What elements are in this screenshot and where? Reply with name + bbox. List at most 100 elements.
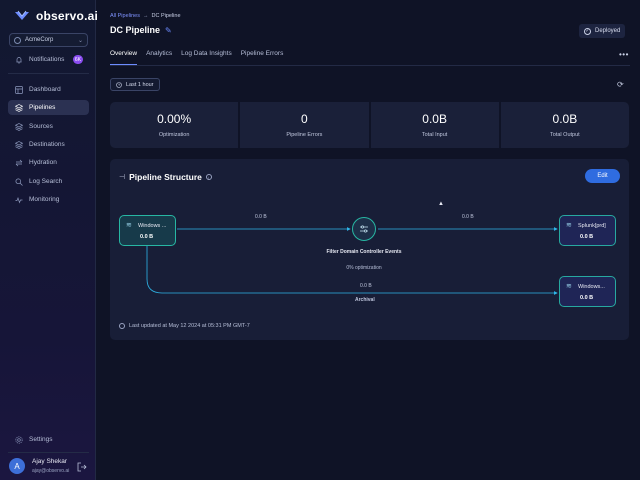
clock-icon bbox=[116, 81, 122, 88]
sidebar-item-dashboard[interactable]: Dashboard bbox=[8, 82, 89, 97]
stat-value: 0.00% bbox=[157, 112, 192, 126]
stat-label: Optimization bbox=[158, 132, 190, 138]
pencil-icon[interactable]: ✎ bbox=[165, 25, 172, 35]
chevron-down-icon: ⌄ bbox=[77, 37, 83, 44]
destination-node-value: 0.0 B bbox=[580, 294, 594, 301]
sidebar-item-label: Pipelines bbox=[29, 104, 56, 111]
sidebar-item-pipelines[interactable]: Pipelines bbox=[8, 100, 89, 115]
stat-total-output: 0.0B Total Output bbox=[500, 102, 629, 148]
brand-logo[interactable]: observo.ai bbox=[14, 9, 98, 23]
stats-row: 0.00% Optimization 0 Pipeline Errors 0.0… bbox=[110, 102, 629, 148]
time-range-selector[interactable]: Last 1 hour bbox=[110, 78, 160, 91]
check-circle-icon: ✓ bbox=[584, 27, 591, 35]
breadcrumb-separator: → bbox=[142, 13, 149, 19]
edge-source-to-archival bbox=[146, 246, 558, 295]
stack-icon: ≋ bbox=[566, 221, 572, 229]
monitoring-icon bbox=[15, 196, 23, 204]
mouse-cursor-icon: ▲ bbox=[438, 201, 444, 207]
destination-node-windows[interactable]: ≋ Windows... 0.0 B bbox=[559, 276, 616, 307]
bell-icon bbox=[15, 56, 23, 64]
gear-icon bbox=[15, 435, 23, 444]
pipeline-connections bbox=[146, 227, 558, 295]
stat-value: 0.0B bbox=[552, 112, 578, 126]
destination-node-name: Windows... bbox=[578, 283, 605, 290]
org-name: AcmeCorp bbox=[25, 37, 54, 43]
filter-node-optimization: 0% optimization bbox=[346, 265, 382, 271]
sidebar-divider bbox=[8, 452, 89, 453]
tab-log-data-insights[interactable]: Log Data Insights bbox=[181, 50, 232, 57]
sidebar-item-destinations[interactable]: Destinations bbox=[8, 137, 89, 152]
stat-label: Total Output bbox=[550, 132, 580, 138]
user-profile[interactable]: A Ajay Shekar ajay@observo.ai bbox=[9, 458, 69, 474]
clock-icon bbox=[119, 323, 125, 329]
source-node[interactable]: ≋ Windows ... 0.0 B bbox=[119, 215, 176, 246]
stat-label: Pipeline Errors bbox=[286, 132, 323, 138]
source-node-name: Windows ... bbox=[138, 222, 167, 229]
pipelines-icon bbox=[15, 103, 23, 112]
sidebar-item-label: Notifications bbox=[29, 56, 65, 63]
sidebar-item-monitoring[interactable]: Monitoring bbox=[8, 192, 89, 207]
destination-node-splunk[interactable]: ≋ Splunk[prd] 0.0 B bbox=[559, 215, 616, 246]
sidebar-item-settings[interactable]: Settings bbox=[8, 432, 89, 447]
sources-icon bbox=[15, 122, 23, 131]
page-title: DC Pipeline bbox=[110, 25, 161, 35]
more-options-icon[interactable]: ••• bbox=[619, 50, 629, 59]
breadcrumb: All Pipelines → DC Pipeline bbox=[110, 13, 181, 19]
sidebar-item-log-search[interactable]: Log Search bbox=[8, 174, 89, 189]
org-selector[interactable]: AcmeCorp ⌄ bbox=[9, 33, 88, 47]
sidebar-item-hydration[interactable]: Hydration bbox=[8, 155, 89, 170]
page-title-row: DC Pipeline ✎ bbox=[110, 25, 172, 35]
log-search-icon bbox=[15, 178, 23, 186]
sidebar-item-label: Destinations bbox=[29, 141, 65, 148]
structure-icon: ⊣ bbox=[119, 174, 126, 181]
logout-icon[interactable] bbox=[77, 462, 87, 472]
tab-analytics[interactable]: Analytics bbox=[146, 50, 173, 57]
user-email: ajay@observo.ai bbox=[32, 468, 70, 474]
tab-overview[interactable]: Overview bbox=[110, 50, 138, 65]
stat-total-input: 0.0B Total Input bbox=[370, 102, 499, 148]
status-label: Deployed bbox=[595, 28, 621, 34]
user-name: Ajay Shekar bbox=[32, 458, 68, 465]
last-updated: Last updated at May 12 2024 at 05:31 PM … bbox=[119, 323, 250, 329]
stat-label: Total Input bbox=[421, 132, 448, 138]
status-badge: ✓ Deployed bbox=[579, 24, 626, 38]
sidebar-item-label: Monitoring bbox=[29, 196, 60, 203]
filter-node[interactable] bbox=[352, 217, 376, 241]
org-icon bbox=[14, 36, 21, 44]
breadcrumb-current: DC Pipeline bbox=[151, 13, 181, 19]
destination-node-value: 0.0 B bbox=[580, 233, 594, 240]
observo-logo-icon bbox=[15, 10, 29, 20]
sidebar-item-sources[interactable]: Sources bbox=[8, 119, 89, 134]
filter-node-name: Filter Domain Controller Events bbox=[326, 249, 402, 255]
sidebar: observo.ai AcmeCorp ⌄ Notifications 6K D… bbox=[0, 0, 98, 480]
sidebar-divider bbox=[8, 73, 89, 74]
stat-optimization: 0.00% Optimization bbox=[110, 102, 239, 148]
pipeline-structure-title: Pipeline Structure bbox=[129, 172, 202, 182]
brand-name: observo.ai bbox=[36, 9, 99, 23]
destination-node-name: Splunk[prd] bbox=[578, 222, 606, 229]
sidebar-item-notifications[interactable]: Notifications 6K bbox=[8, 52, 89, 67]
info-icon[interactable]: i bbox=[205, 174, 212, 180]
main-content: All Pipelines → DC Pipeline DC Pipeline … bbox=[96, 0, 640, 480]
edge-label-archival: Archival bbox=[355, 297, 375, 303]
pipeline-structure-header: ⊣ Pipeline Structure i bbox=[119, 172, 212, 182]
stack-icon: ≋ bbox=[126, 221, 132, 229]
edge-label-to-splunk: 0.0 B bbox=[462, 214, 474, 220]
filter-sliders-icon bbox=[360, 225, 368, 233]
stat-value: 0 bbox=[301, 112, 308, 126]
sidebar-item-label: Sources bbox=[29, 123, 53, 130]
pipeline-structure-panel: ⊣ Pipeline Structure i Edit ≋ Windows ..… bbox=[110, 159, 629, 340]
stat-value: 0.0B bbox=[422, 112, 447, 126]
sidebar-item-label: Hydration bbox=[29, 159, 57, 166]
last-updated-text: Last updated at May 12 2024 at 05:31 PM … bbox=[129, 323, 250, 329]
breadcrumb-link-all-pipelines[interactable]: All Pipelines bbox=[110, 13, 140, 19]
edit-button[interactable]: Edit bbox=[585, 169, 620, 183]
stat-pipeline-errors: 0 Pipeline Errors bbox=[240, 102, 369, 148]
refresh-icon[interactable]: ⟳ bbox=[617, 80, 624, 89]
notifications-badge: 6K bbox=[72, 55, 83, 64]
edge-label-to-filter: 0.0 B bbox=[255, 214, 267, 220]
avatar: A bbox=[9, 458, 25, 474]
dashboard-icon bbox=[15, 85, 23, 94]
destinations-icon bbox=[15, 140, 23, 149]
tab-pipeline-errors[interactable]: Pipeline Errors bbox=[240, 50, 284, 57]
